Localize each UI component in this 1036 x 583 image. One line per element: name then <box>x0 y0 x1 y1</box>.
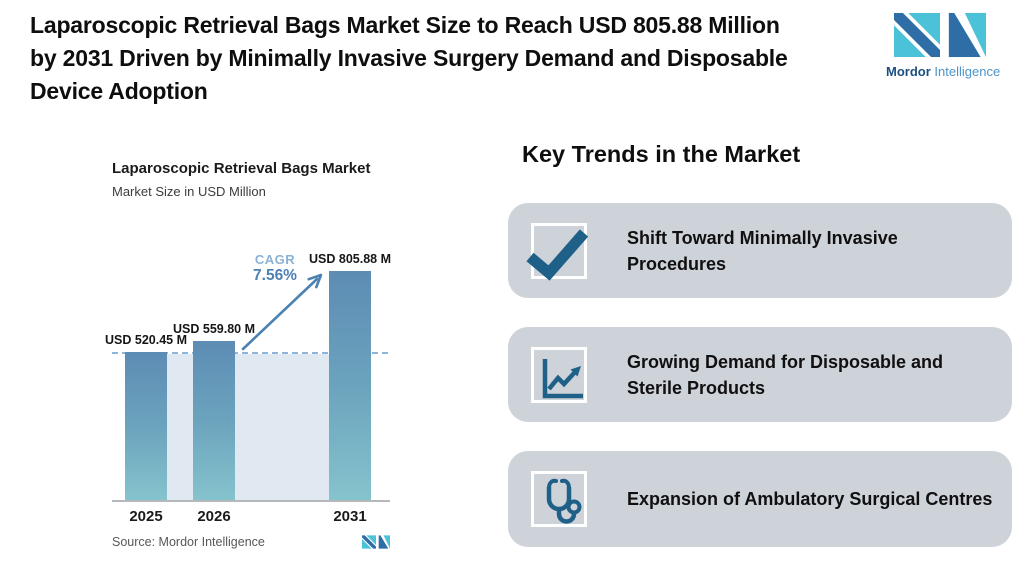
trend-card-text: Expansion of Ambulatory Surgical Centres <box>627 489 993 509</box>
page-title-line-1: Laparoscopic Retrieval Bags Market Size … <box>30 12 780 38</box>
logo-text-regular: Intelligence <box>934 64 1001 79</box>
key-trends-heading: Key Trends in the Market <box>522 141 801 167</box>
x-axis-label: 2025 <box>129 508 163 525</box>
cagr-label: CAGR <box>254 252 296 267</box>
bar-value-label: USD 559.80 M <box>173 322 255 336</box>
reference-dashed-line <box>112 352 390 354</box>
growth-chart-icon <box>531 346 587 403</box>
mordor-intelligence-logo: Mordor Intelligence <box>886 12 1000 79</box>
x-axis-label: 2026 <box>197 508 231 525</box>
trend-card-disposable-products: Growing Demand for Disposable and Steril… <box>508 327 1012 422</box>
logo-text-bold: Mordor <box>886 64 931 79</box>
logo-wordmark: Mordor Intelligence <box>886 64 1000 79</box>
bar-2026 <box>193 341 235 500</box>
bar-value-label: USD 805.88 M <box>309 252 391 266</box>
chart-title: Laparoscopic Retrieval Bags Market <box>112 160 371 177</box>
checkmark-icon <box>526 222 589 281</box>
logo-mark-icon <box>894 12 986 58</box>
chart-subtitle: Market Size in USD Million <box>112 184 266 199</box>
stethoscope-icon <box>531 471 587 527</box>
trend-card-minimally-invasive: Shift Toward Minimally Invasive Procedur… <box>508 203 1012 298</box>
x-axis-label: 2031 <box>333 508 367 525</box>
cagr-annotation: CAGR 7.56% <box>240 252 310 285</box>
bar-2031 <box>329 271 371 500</box>
source-row: Source: Mordor Intelligence <box>112 535 390 549</box>
trend-card-text: Shift Toward Minimally Invasive Procedur… <box>627 227 898 274</box>
bar-2025 <box>125 352 167 500</box>
cagr-arrow-icon <box>241 273 323 351</box>
logo-mark-small-icon <box>362 535 390 549</box>
market-size-chart: Laparoscopic Retrieval Bags Market Marke… <box>95 140 435 575</box>
trend-card-text: Growing Demand for Disposable and Steril… <box>627 351 944 398</box>
page-title-line-3: Device Adoption <box>30 78 208 104</box>
page-title-line-2: by 2031 Driven by Minimally Invasive Sur… <box>30 45 788 71</box>
source-text: Source: Mordor Intelligence <box>112 535 265 549</box>
bar-value-label: USD 520.45 M <box>105 333 187 347</box>
trend-card-ambulatory-centres: Expansion of Ambulatory Surgical Centres <box>508 451 1012 547</box>
page-title: Laparoscopic Retrieval Bags Market Size … <box>30 9 880 108</box>
plot-area: CAGR 7.56% USD 520.45 M 2025 USD 559.80 M 2… <box>105 250 391 525</box>
cagr-value: 7.56% <box>253 267 297 284</box>
